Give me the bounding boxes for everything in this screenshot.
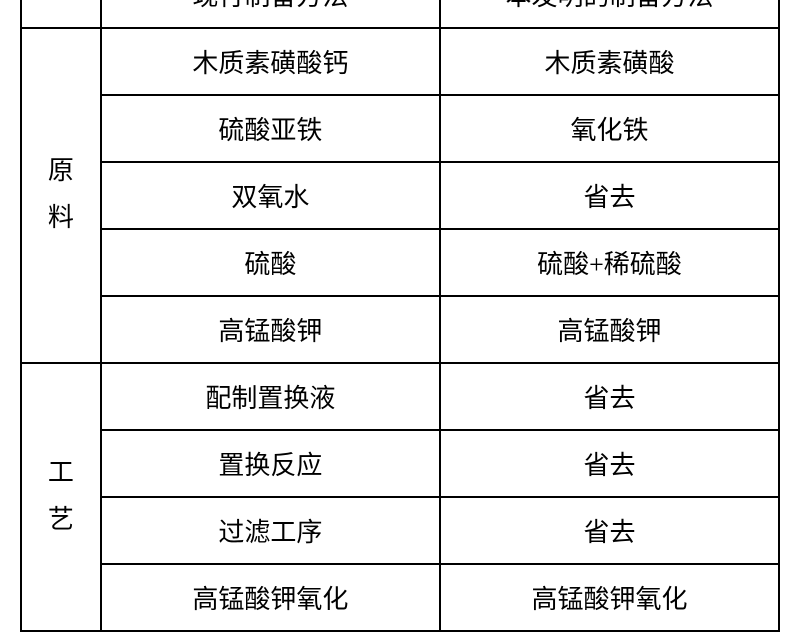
header-col1: 现行制备方法: [101, 0, 440, 28]
table-container: 现行制备方法 本发明的制备方法 原 料 木质素磺酸钙 木质素磺酸 硫酸亚铁 氧化…: [20, 20, 780, 571]
cell: 硫酸+稀硫酸: [440, 229, 779, 296]
cell: 高锰酸钾: [440, 296, 779, 363]
cell: 省去: [440, 162, 779, 229]
cell: 置换反应: [101, 430, 440, 497]
section1-label-line2: 料: [48, 203, 74, 232]
cell: 省去: [440, 363, 779, 430]
cell: 双氧水: [101, 162, 440, 229]
table-row: 过滤工序 省去: [21, 497, 779, 564]
cell: 过滤工序: [101, 497, 440, 564]
section2-label-line1: 工: [48, 458, 74, 487]
table-row: 双氧水 省去: [21, 162, 779, 229]
cell: 高锰酸钾: [101, 296, 440, 363]
section2-label: 工 艺: [21, 363, 101, 631]
cell: 省去: [440, 497, 779, 564]
cell: 木质素磺酸钙: [101, 28, 440, 95]
table-row: 高锰酸钾氧化 高锰酸钾氧化: [21, 564, 779, 631]
section1-label-line1: 原: [48, 156, 74, 185]
cell: 硫酸亚铁: [101, 95, 440, 162]
table-row: 置换反应 省去: [21, 430, 779, 497]
cell: 高锰酸钾氧化: [101, 564, 440, 631]
cell: 氧化铁: [440, 95, 779, 162]
cell: 硫酸: [101, 229, 440, 296]
table-row: 高锰酸钾 高锰酸钾: [21, 296, 779, 363]
cell: 木质素磺酸: [440, 28, 779, 95]
comparison-table: 现行制备方法 本发明的制备方法 原 料 木质素磺酸钙 木质素磺酸 硫酸亚铁 氧化…: [20, 0, 780, 632]
section1-label: 原 料: [21, 28, 101, 363]
table-row: 硫酸 硫酸+稀硫酸: [21, 229, 779, 296]
section2-label-line2: 艺: [48, 505, 74, 534]
table-row: 工 艺 配制置换液 省去: [21, 363, 779, 430]
header-row: 现行制备方法 本发明的制备方法: [21, 0, 779, 28]
cell: 省去: [440, 430, 779, 497]
table-row: 原 料 木质素磺酸钙 木质素磺酸: [21, 28, 779, 95]
header-blank-cell: [21, 0, 101, 28]
header-col2: 本发明的制备方法: [440, 0, 779, 28]
cell: 配制置换液: [101, 363, 440, 430]
table-row: 硫酸亚铁 氧化铁: [21, 95, 779, 162]
cell: 高锰酸钾氧化: [440, 564, 779, 631]
